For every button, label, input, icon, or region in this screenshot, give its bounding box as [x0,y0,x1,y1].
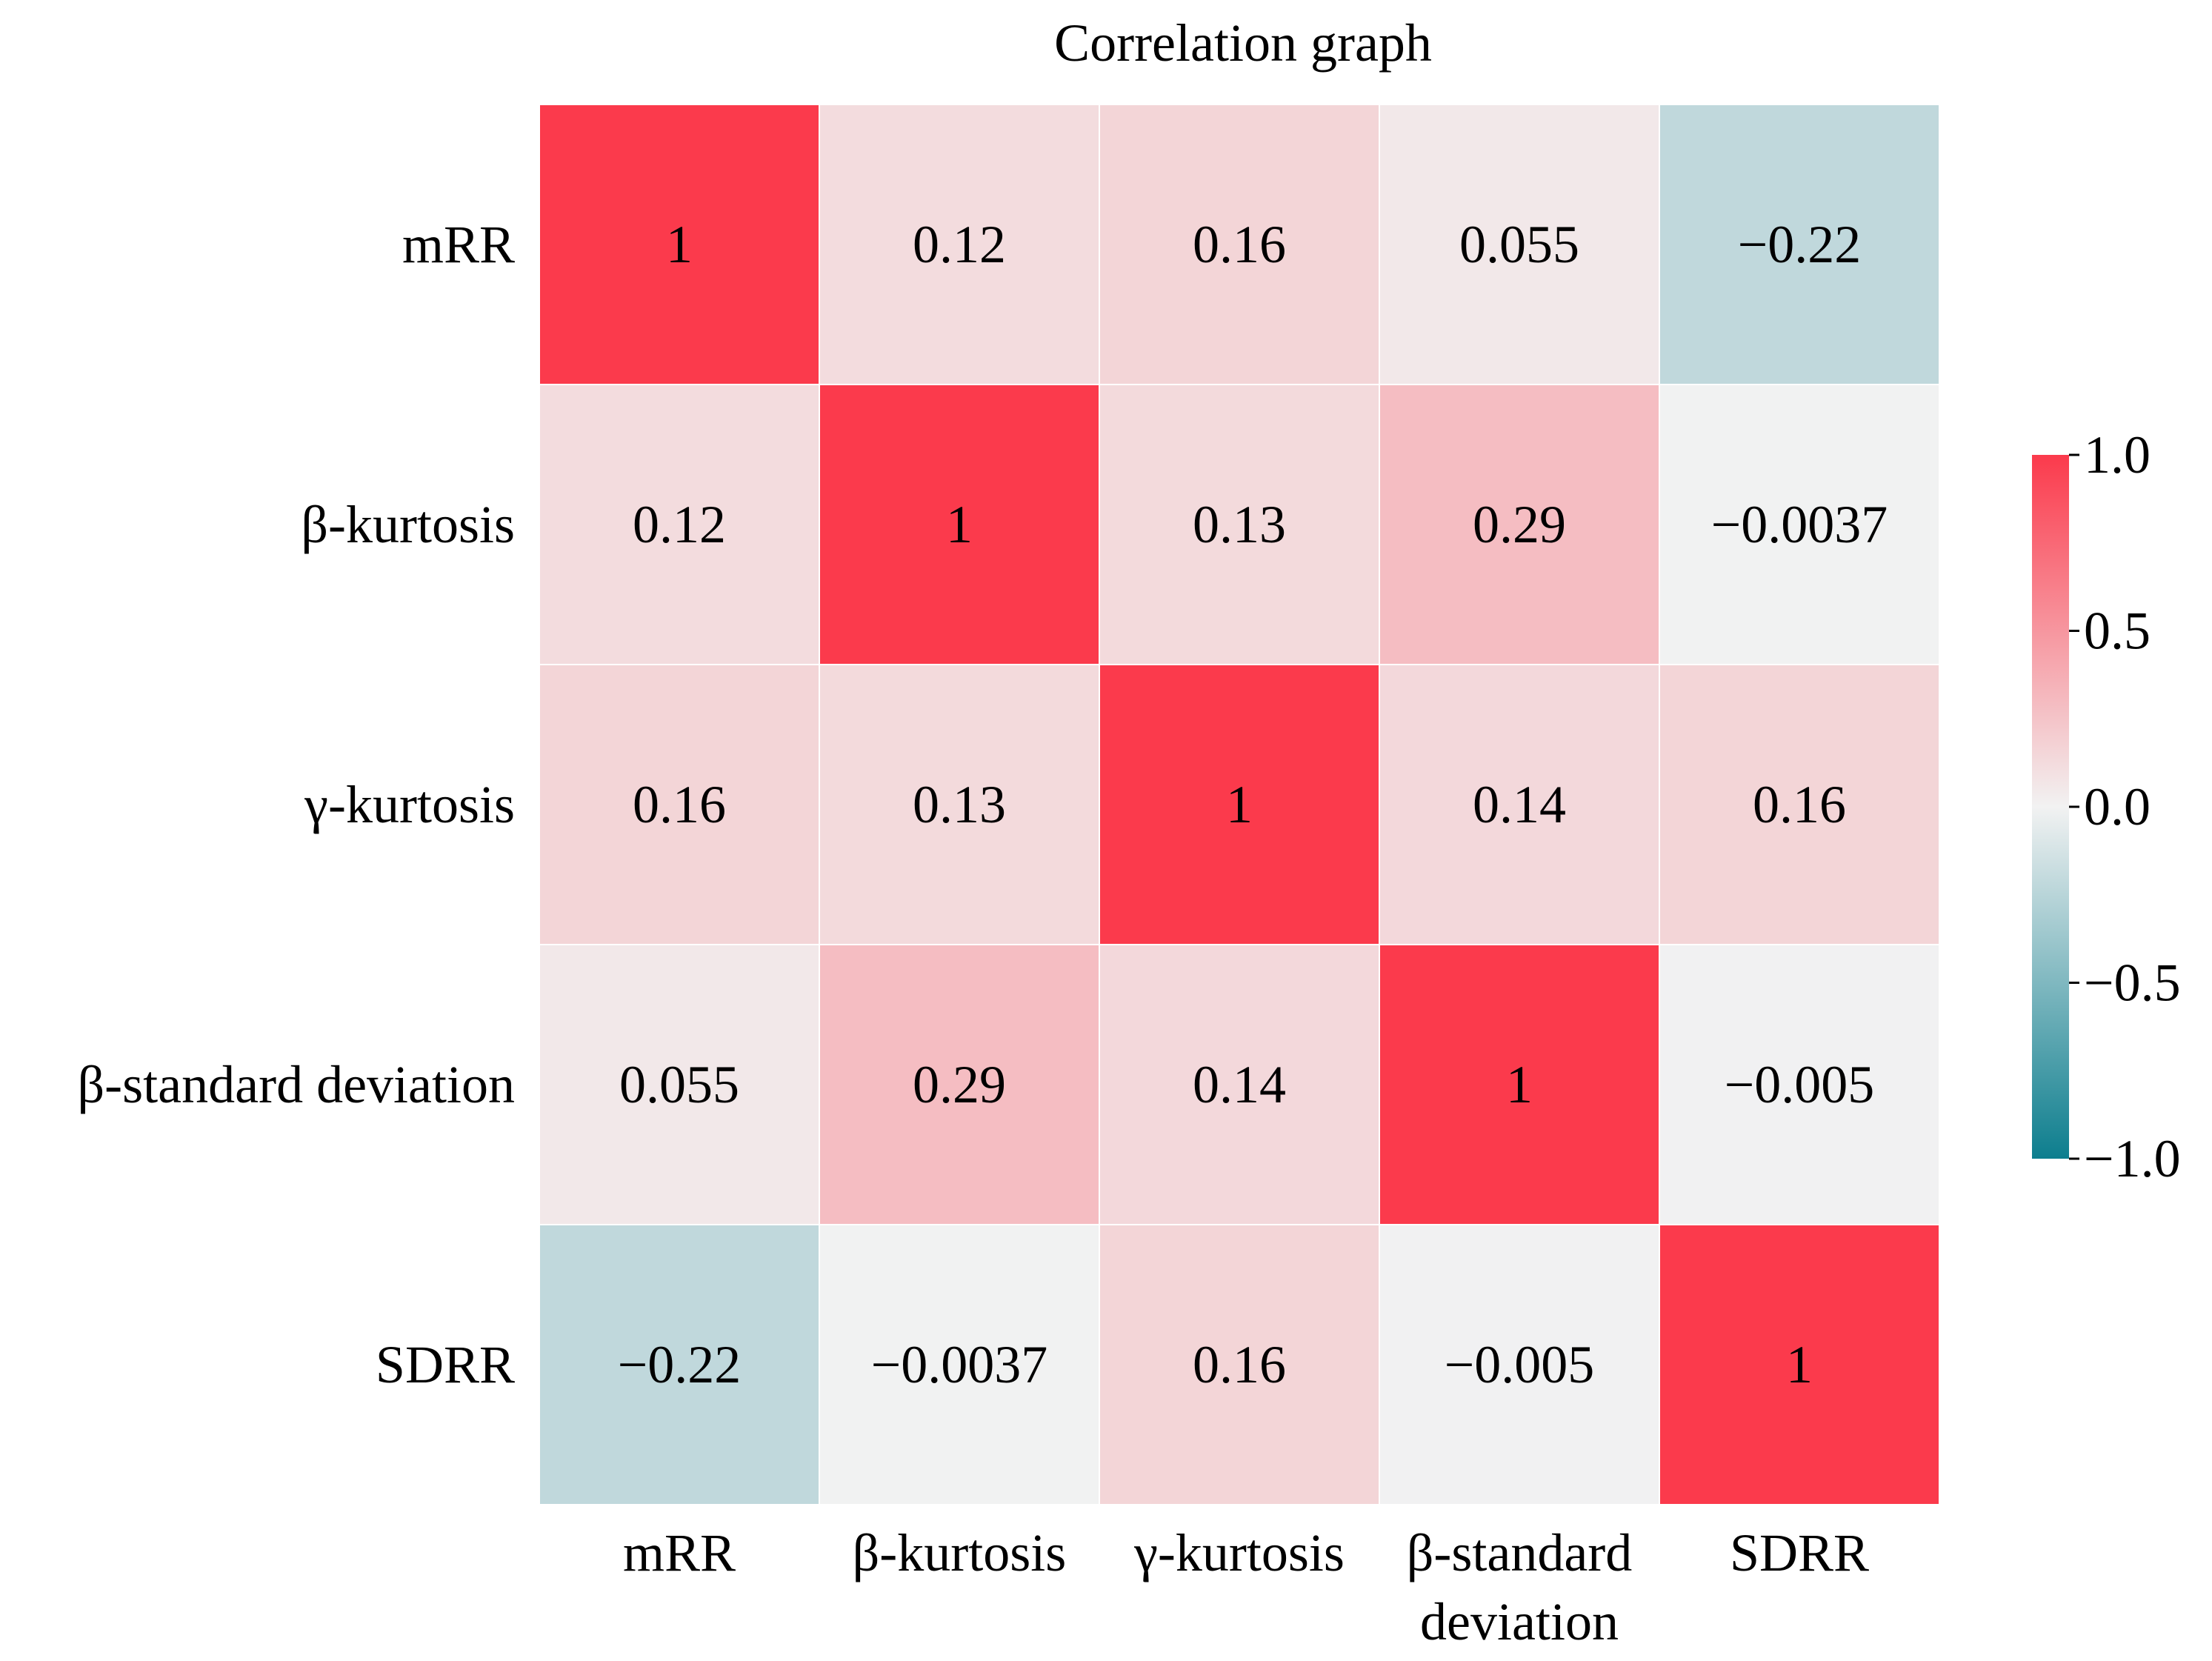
cell-annotation: 0.055 [1459,215,1579,274]
row-label: β-standard deviation [78,1055,515,1114]
heatmap-annotations: 1 0.12 0.16 0.055 −0.22 0.12 1 0.13 0.29 −0.0037 0… [618,215,1888,1394]
heatmap-cell [539,104,820,385]
cell-annotation: −0.005 [1445,1335,1595,1394]
colorbar-tick-label: 1.0 [2084,425,2151,485]
cell-annotation: 0.16 [1753,775,1846,834]
cell-annotation: 1 [1226,775,1253,834]
cell-annotation: −0.0037 [871,1335,1048,1394]
cell-annotation: 0.29 [1473,495,1566,554]
heatmap-cells [539,104,1940,1505]
cell-annotation: 0.16 [1193,1335,1286,1394]
heatmap-cell [1379,664,1660,945]
cell-annotation: 1 [1786,1335,1813,1394]
column-label: SDRR [1730,1523,1869,1582]
heatmap-cell [819,104,1100,385]
row-label: SDRR [376,1335,515,1394]
heatmap-cell [1099,384,1380,665]
chart-title: Correlation graph [1054,13,1432,73]
cell-annotation: 0.16 [1193,215,1286,274]
row-label: β-kurtosis [301,495,515,554]
colorbar: 1.0 0.5 0.0 −0.5 −1.0 [2032,425,2181,1188]
cell-annotation: −0.005 [1725,1055,1875,1114]
column-labels: mRR β-kurtosis γ-kurtosis β-standard deviati… [623,1523,1869,1651]
cell-annotation: 0.14 [1473,775,1566,834]
heatmap-cell [1379,104,1660,385]
heatmap-cell [1659,384,1940,665]
heatmap-cell [819,384,1100,665]
row-label: γ-kurtosis [304,775,515,834]
cell-annotation: −0.22 [1738,215,1862,274]
heatmap-cell [819,944,1100,1225]
heatmap-cell [1659,664,1940,945]
colorbar-tick-label: −0.5 [2084,953,2181,1013]
cell-annotation: 0.16 [633,775,726,834]
row-labels: mRR β-kurtosis γ-kurtosis β-standard deviat… [78,215,515,1394]
heatmap-cell [1659,944,1940,1225]
column-label: β-kurtosis [853,1523,1067,1582]
cell-annotation: 0.14 [1193,1055,1286,1114]
heatmap-cell [539,384,820,665]
cell-annotation: 0.13 [1193,495,1286,554]
column-label: deviation [1420,1592,1619,1651]
cell-annotation: 1 [666,215,693,274]
cell-annotation: 0.29 [913,1055,1006,1114]
heatmap-cell [819,664,1100,945]
heatmap-cell [1379,944,1660,1225]
cell-annotation: 1 [1506,1055,1533,1114]
cell-annotation: 0.12 [913,215,1006,274]
colorbar-ticks: 1.0 0.5 0.0 −0.5 −1.0 [2069,425,2181,1188]
colorbar-tick-label: 0.5 [2084,602,2151,661]
row-label: mRR [402,215,515,274]
heatmap-cell [1659,1224,1940,1505]
column-label: γ-kurtosis [1133,1523,1345,1582]
heatmap-cell [1659,104,1940,385]
colorbar-tick-label: 0.0 [2084,777,2151,836]
heatmap-cell [1099,944,1380,1225]
heatmap-cell [539,1224,820,1505]
heatmap-cell [1099,1224,1380,1505]
heatmap-cell [1099,104,1380,385]
cell-annotation: 0.055 [619,1055,739,1114]
cell-annotation: −0.22 [618,1335,742,1394]
heatmap-cell [819,1224,1100,1505]
cell-annotation: −0.0037 [1711,495,1888,554]
cell-annotation: 0.12 [633,495,726,554]
heatmap-cell [539,944,820,1225]
colorbar-gradient-bar [2032,455,2069,1159]
column-label: mRR [623,1523,736,1582]
colorbar-tick-label: −1.0 [2084,1129,2181,1188]
cell-annotation: 0.13 [913,775,1006,834]
heatmap-cell [1099,664,1380,945]
column-label: β-standard [1407,1523,1633,1582]
cell-annotation: 1 [946,495,973,554]
